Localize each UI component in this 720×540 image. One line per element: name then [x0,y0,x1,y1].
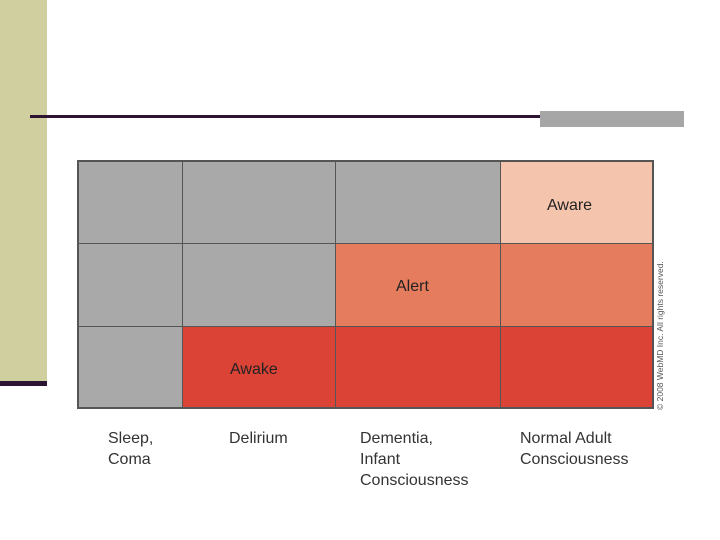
copyright-notice: © 2008 WebMD Inc. All rights reserved. [655,261,665,410]
column-label-line: Dementia, [360,430,433,447]
grid-cell: Alert [335,243,500,326]
column-label-line: Coma [108,451,151,468]
grid-cell [500,326,654,409]
cell-label: Aware [547,197,593,214]
grid-cell [77,160,182,243]
title-divider-accent [540,111,684,127]
cell-label: Awake [230,361,278,378]
grid-cell [500,243,654,326]
grid-cell [182,243,335,326]
column-label-line: Consciousness [360,472,469,489]
left-accent-bar-base [0,381,47,386]
column-label: Dementia, Infant Consciousness [360,428,469,491]
column-label: Delirium [229,428,288,449]
grid-cell [335,326,500,409]
grid-cell [335,160,500,243]
column-label-line: Infant [360,451,401,468]
grid-cell [182,160,335,243]
cell-label: Alert [396,278,429,295]
column-label-line: Delirium [229,430,288,447]
grid-cell: Aware [500,160,654,243]
column-label-line: Normal Adult [520,430,612,447]
column-label: Sleep, Coma [108,428,153,470]
title-divider [30,115,540,118]
column-label: Normal Adult Consciousness [520,428,629,470]
grid-cell [77,243,182,326]
left-accent-bar [0,0,47,384]
column-label-line: Sleep, [108,430,154,447]
grid-cell: Awake [182,326,335,409]
grid-cell [77,326,182,409]
column-label-line: Consciousness [520,451,629,468]
